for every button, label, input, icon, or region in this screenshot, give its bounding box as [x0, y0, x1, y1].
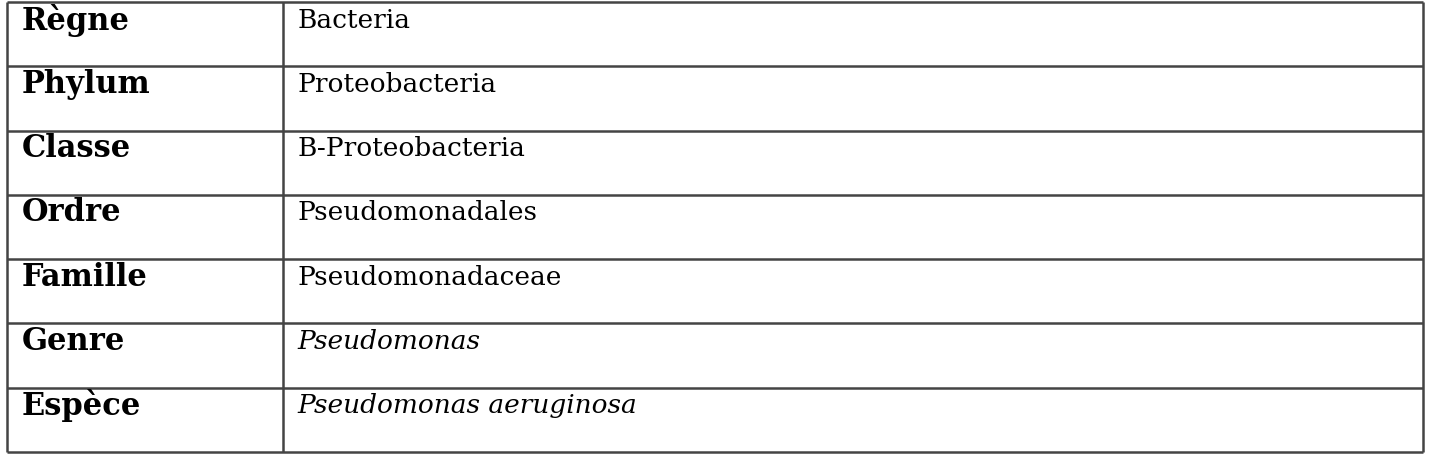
Text: B-Proteobacteria: B-Proteobacteria	[297, 136, 525, 161]
Text: Pseudomonas aeruginosa: Pseudomonas aeruginosa	[297, 393, 638, 418]
Text: Classe: Classe	[21, 133, 130, 164]
Text: Proteobacteria: Proteobacteria	[297, 72, 496, 97]
Text: Ordre: Ordre	[21, 197, 122, 228]
Text: Bacteria: Bacteria	[297, 8, 410, 33]
Text: Pseudomonadales: Pseudomonadales	[297, 200, 538, 225]
Text: Genre: Genre	[21, 326, 124, 357]
Text: Pseudomonadaceae: Pseudomonadaceae	[297, 265, 562, 290]
Text: Règne: Règne	[21, 4, 130, 37]
Text: Espèce: Espèce	[21, 389, 140, 422]
Text: Phylum: Phylum	[21, 69, 150, 100]
Text: Famille: Famille	[21, 262, 147, 292]
Text: Pseudomonas: Pseudomonas	[297, 329, 480, 354]
